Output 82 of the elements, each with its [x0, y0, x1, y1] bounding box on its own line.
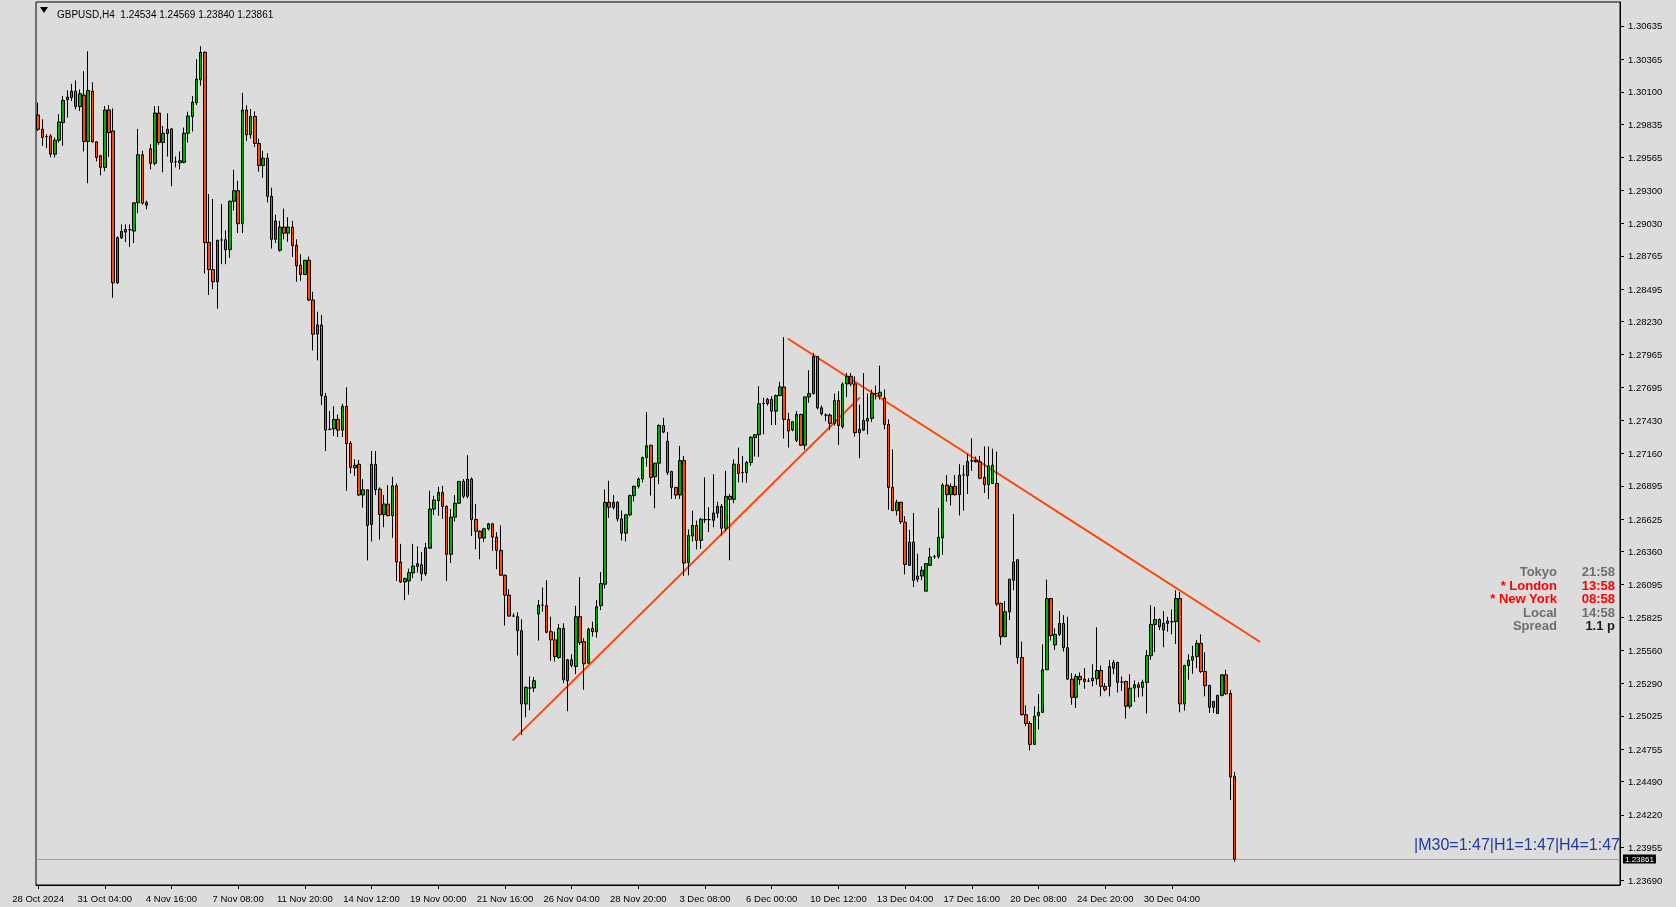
- x-tick-label: 19 Nov 00:00: [409, 892, 467, 904]
- x-tick-label: 14 Nov 12:00: [343, 892, 400, 904]
- x-tick-label: 31 Oct 04:00: [77, 892, 132, 904]
- annotation: 14:58: [1581, 604, 1615, 620]
- x-tick-label: 17 Dec 16:00: [943, 892, 1001, 904]
- y-tick-label: 1.30365: [1628, 53, 1663, 65]
- annotation: Local: [1523, 604, 1557, 620]
- y-tick-label: 1.27160: [1628, 447, 1663, 459]
- candlestick: [61, 95, 65, 147]
- y-tick-label: 1.27965: [1628, 348, 1663, 360]
- annotation: * New York: [1490, 591, 1558, 607]
- y-tick-label: 1.25560: [1628, 644, 1663, 656]
- y-tick-label: 1.29300: [1628, 184, 1663, 196]
- annotation: 13:58: [1581, 577, 1615, 593]
- y-tick-label: 1.28495: [1628, 283, 1663, 295]
- annotation: 08:58: [1581, 591, 1615, 607]
- x-tick-label: 26 Nov 04:00: [543, 892, 600, 904]
- y-tick-label: 1.24755: [1628, 743, 1663, 755]
- candlestick: [111, 107, 115, 299]
- x-tick-label: 6 Dec 00:00: [746, 892, 798, 904]
- y-tick-label: 1.23690: [1628, 874, 1663, 886]
- candlestick: [1074, 673, 1078, 709]
- y-tick-label: 1.26095: [1628, 578, 1663, 590]
- candlestick: [124, 223, 127, 243]
- x-tick-label: 20 Dec 08:00: [1010, 892, 1067, 904]
- candlestick: [537, 599, 540, 642]
- candlestick: [86, 50, 90, 184]
- candlestick: [345, 386, 348, 492]
- candlestick: [332, 405, 336, 437]
- y-tick-label: 1.27695: [1628, 382, 1663, 394]
- candlestick: [1162, 610, 1165, 648]
- candlestick: [757, 385, 761, 458]
- y-tick-label: 1.26625: [1628, 513, 1663, 525]
- candlestick: [878, 365, 882, 400]
- annotation: Tokyo: [1519, 564, 1558, 579]
- annotation: 1.1 p: [1585, 618, 1616, 634]
- x-tick-label: 13 Dec 04:00: [876, 892, 934, 904]
- y-tick-label: 1.29030: [1628, 217, 1663, 229]
- y-tick-label: 1.25825: [1628, 612, 1663, 624]
- x-tick-label: 4 Nov 16:00: [145, 892, 198, 904]
- y-tick-label: 1.25025: [1628, 710, 1663, 722]
- y-tick-label: 1.26895: [1628, 480, 1663, 492]
- text: GBPUSD,H4 1.24534 1.24569 1.23840 1.23861: [57, 8, 274, 20]
- y-tick-label: 1.29835: [1628, 118, 1663, 130]
- y-tick-label: 1.28765: [1628, 250, 1663, 262]
- annotation: Spread: [1512, 618, 1558, 634]
- y-tick-label: 1.25290: [1628, 677, 1663, 689]
- candlestick: [741, 455, 744, 483]
- x-tick-label: 28 Nov 20:00: [610, 892, 667, 904]
- y-tick-label: 1.26360: [1628, 546, 1663, 558]
- x-tick-label: 3 Dec 08:00: [679, 892, 731, 904]
- y-tick-label: 1.29565: [1628, 152, 1663, 164]
- ref-line-label: 1.23861: [1625, 854, 1655, 864]
- candlestick: [970, 437, 974, 472]
- y-tick-label: 1.28230: [1628, 316, 1663, 328]
- candlestick: [987, 446, 990, 500]
- y-tick-label: 1.24490: [1628, 776, 1663, 788]
- candlestick: [320, 314, 323, 406]
- candlestick: [220, 203, 223, 265]
- y-tick-label: 1.23955: [1628, 841, 1663, 853]
- candlestick: [103, 105, 107, 172]
- annotation: |M30=1:47|H1=1:47|H4=1:47: [1414, 835, 1621, 853]
- candlestick: [912, 512, 915, 588]
- x-tick-label: 30 Dec 04:00: [1143, 892, 1201, 904]
- y-tick-label: 1.24220: [1628, 809, 1663, 821]
- x-tick-label: 7 Nov 08:00: [212, 892, 264, 904]
- y-tick-label: 1.27430: [1628, 414, 1663, 426]
- candlestick: [153, 105, 157, 166]
- x-tick-label: 21 Nov 16:00: [476, 892, 534, 904]
- candlestick: [1137, 681, 1140, 698]
- x-tick-label: 10 Dec 12:00: [810, 892, 867, 904]
- y-tick-label: 1.30100: [1628, 86, 1663, 98]
- x-tick-label: 24 Dec 20:00: [1076, 892, 1134, 904]
- y-tick-label: 1.30635: [1628, 20, 1663, 32]
- candlestick: [1116, 661, 1119, 693]
- candlestick: [324, 392, 327, 452]
- x-tick-label: 28 Oct 2024: [12, 892, 64, 904]
- x-tick-label: 11 Nov 20:00: [276, 892, 333, 904]
- candlestick: [595, 599, 598, 639]
- candlestick: [762, 397, 765, 435]
- candlestick: [712, 473, 715, 528]
- annotation: 21:58: [1581, 564, 1615, 579]
